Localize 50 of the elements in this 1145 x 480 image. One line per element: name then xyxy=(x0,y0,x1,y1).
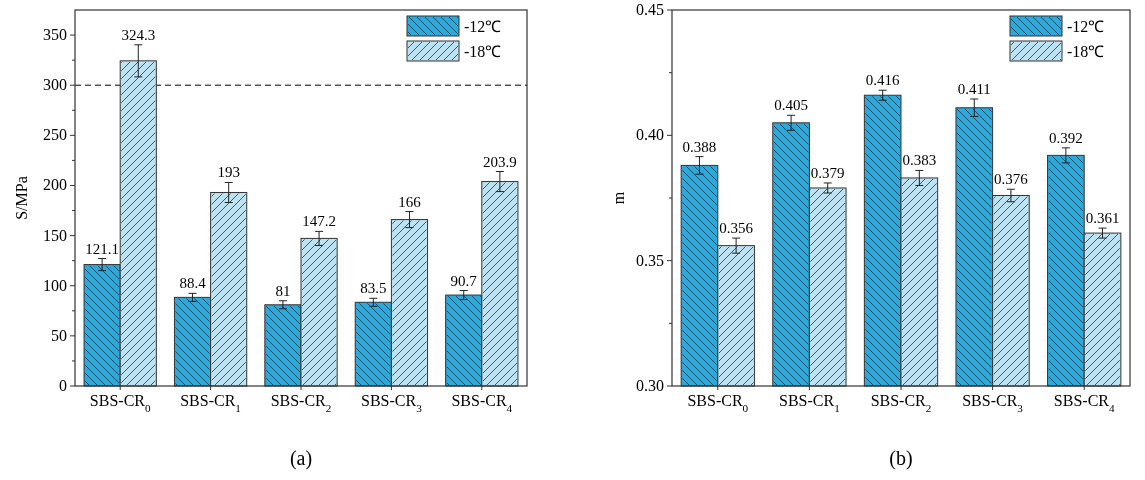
data-label: 121.1 xyxy=(85,240,119,257)
data-label: 90.7 xyxy=(450,272,478,289)
y-tick-label: 0 xyxy=(59,377,67,394)
data-label: 203.9 xyxy=(483,153,517,170)
legend-label: -12℃ xyxy=(1067,18,1105,35)
y-tick-label: 50 xyxy=(51,326,67,344)
text: (a) xyxy=(289,447,313,470)
x-tick-label: SBS-CR$_{2}$ xyxy=(270,392,332,414)
x-tick-label: SBS-CR$_{2}$ xyxy=(870,392,932,414)
x-tick-label: SBS-CR$_{0}$ xyxy=(687,392,749,414)
y-tick-label: 350 xyxy=(43,26,67,44)
data-label: 0.405 xyxy=(774,97,808,114)
x-tick-label: SBS-CR$_{3}$ xyxy=(361,392,423,414)
legend-label: -18℃ xyxy=(464,43,502,60)
data-label: 147.2 xyxy=(302,213,336,230)
y-tick-label: 150 xyxy=(43,226,67,244)
text: (b) xyxy=(889,447,913,470)
y-tick-label: 300 xyxy=(43,76,67,94)
data-label: 83.5 xyxy=(360,280,387,297)
data-label: 0.411 xyxy=(957,80,991,97)
y-axis-title: S/MPa xyxy=(13,176,30,220)
data-label: 324.3 xyxy=(121,26,156,43)
data-label: 0.392 xyxy=(1049,129,1083,146)
data-label: 0.388 xyxy=(682,138,717,155)
data-label: 0.361 xyxy=(1085,210,1120,227)
y-tick-label: 0.45 xyxy=(636,1,664,18)
y-tick-label: 0.30 xyxy=(636,377,664,394)
y-axis-title: m xyxy=(610,191,627,205)
data-label: 193 xyxy=(217,164,240,181)
y-tick-label: 0.35 xyxy=(636,251,664,269)
legend-label: -18℃ xyxy=(1067,43,1105,60)
x-tick-label: SBS-CR$_{3}$ xyxy=(962,392,1024,414)
y-tick-label: 200 xyxy=(43,176,67,194)
data-label: 166 xyxy=(398,193,422,210)
data-label: 0.379 xyxy=(810,164,845,181)
x-tick-label: SBS-CR$_{4}$ xyxy=(451,392,513,414)
x-tick-label: SBS-CR$_{1}$ xyxy=(180,392,241,414)
data-label: 0.376 xyxy=(994,171,1029,188)
x-tick-label: SBS-CR$_{4}$ xyxy=(1053,392,1115,414)
y-tick-label: 100 xyxy=(43,276,67,294)
data-label: 0.356 xyxy=(719,220,754,237)
data-label: 0.383 xyxy=(902,152,937,169)
y-tick-label: 250 xyxy=(43,126,67,144)
data-label: 81 xyxy=(275,282,291,299)
data-label: 88.4 xyxy=(179,275,207,292)
x-tick-label: SBS-CR$_{0}$ xyxy=(89,392,151,414)
x-tick-label: SBS-CR$_{1}$ xyxy=(779,392,840,414)
data-label: 0.416 xyxy=(865,72,901,89)
y-tick-label: 0.40 xyxy=(636,126,664,144)
legend-label: -12℃ xyxy=(464,18,502,35)
